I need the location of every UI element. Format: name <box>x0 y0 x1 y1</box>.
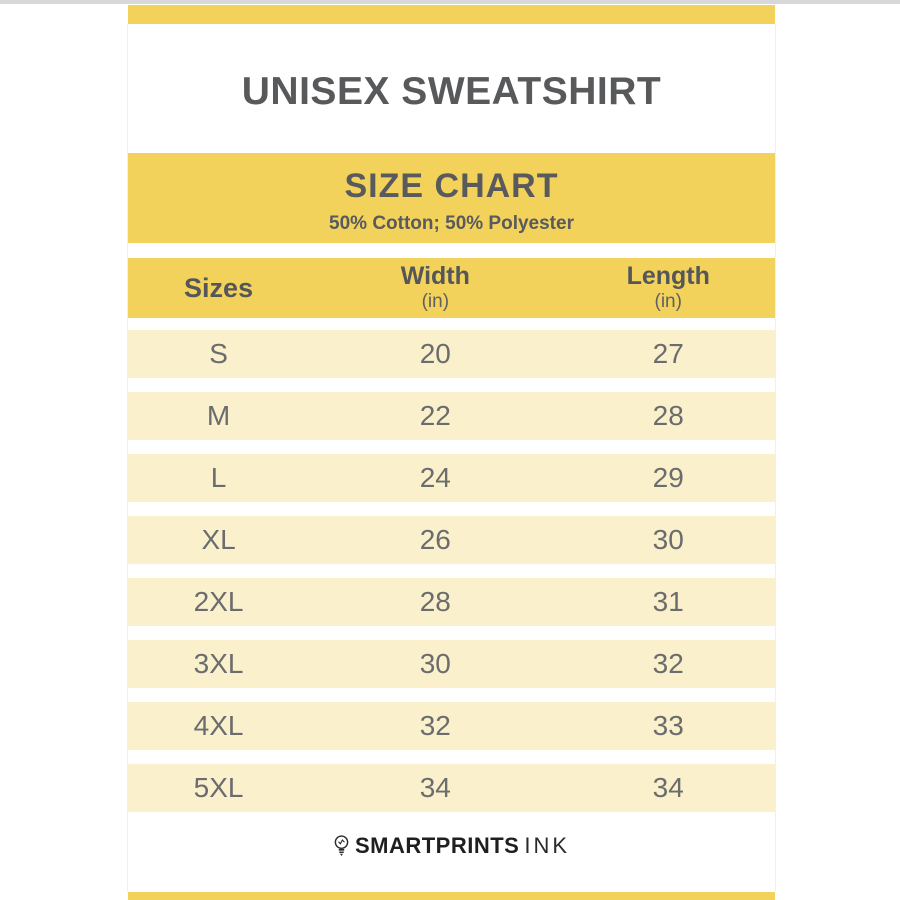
length-cell: 30 <box>652 524 684 555</box>
length-cell: 32 <box>652 648 684 679</box>
size-cell: 3XL <box>193 648 244 679</box>
size-chart-header: SIZE CHART 50% Cotton; 50% Polyester <box>128 153 775 243</box>
size-table-body: S 20 27 M 22 28 L 24 29 XL 26 30 <box>128 330 775 826</box>
page-right-edge <box>775 24 776 892</box>
width-cell: 30 <box>419 648 451 679</box>
width-cell: 34 <box>419 772 451 803</box>
column-label: Length <box>626 261 710 290</box>
width-cell: 26 <box>419 524 451 555</box>
column-label: Width <box>400 261 470 290</box>
column-label: Sizes <box>184 272 254 303</box>
brand-name-light: INK <box>524 833 571 858</box>
size-cell: L <box>210 462 227 493</box>
table-row-xl: XL 26 30 <box>128 516 775 564</box>
length-cell: 33 <box>652 710 684 741</box>
table-row-5xl: 5XL 34 34 <box>128 764 775 812</box>
bottom-accent-bar <box>128 892 775 900</box>
table-row-m: M 22 28 <box>128 392 775 440</box>
page-title: UNISEX SWEATSHIRT <box>241 70 662 113</box>
length-cell: 27 <box>652 338 684 369</box>
table-row-3xl: 3XL 30 32 <box>128 640 775 688</box>
width-cell: 32 <box>419 710 451 741</box>
brand-logo: SMARTPRINTS INK <box>128 826 775 866</box>
size-cell: 2XL <box>193 586 244 617</box>
size-cell: S <box>209 338 228 369</box>
table-row-s: S 20 27 <box>128 330 775 378</box>
lightbulb-icon <box>334 835 349 856</box>
width-cell: 22 <box>419 400 451 431</box>
width-cell: 24 <box>419 462 451 493</box>
width-cell: 28 <box>419 586 451 617</box>
table-header-row: Sizes Width (in) Length (in) <box>128 258 775 318</box>
top-accent-bar <box>128 5 775 24</box>
column-header-width: Width (in) <box>309 258 561 318</box>
table-row-4xl: 4XL 32 33 <box>128 702 775 750</box>
top-border-line <box>0 0 900 4</box>
length-cell: 29 <box>652 462 684 493</box>
page-left-edge <box>127 24 128 892</box>
brand-name-bold: SMARTPRINTS <box>354 833 520 858</box>
size-cell: M <box>206 400 231 431</box>
width-cell: 20 <box>419 338 451 369</box>
table-row-2xl: 2XL 28 31 <box>128 578 775 626</box>
column-unit: (in) <box>654 291 682 313</box>
size-cell: 5XL <box>193 772 244 803</box>
length-cell: 31 <box>652 586 684 617</box>
material-subheading: 50% Cotton; 50% Polyester <box>329 213 574 234</box>
size-chart-heading: SIZE CHART <box>344 167 559 205</box>
length-cell: 34 <box>652 772 684 803</box>
column-unit: (in) <box>421 291 450 313</box>
column-header-sizes: Sizes <box>128 258 309 318</box>
size-cell: XL <box>201 524 236 555</box>
length-cell: 28 <box>652 400 684 431</box>
column-header-length: Length (in) <box>561 258 775 318</box>
table-row-l: L 24 29 <box>128 454 775 502</box>
size-cell: 4XL <box>193 710 244 741</box>
